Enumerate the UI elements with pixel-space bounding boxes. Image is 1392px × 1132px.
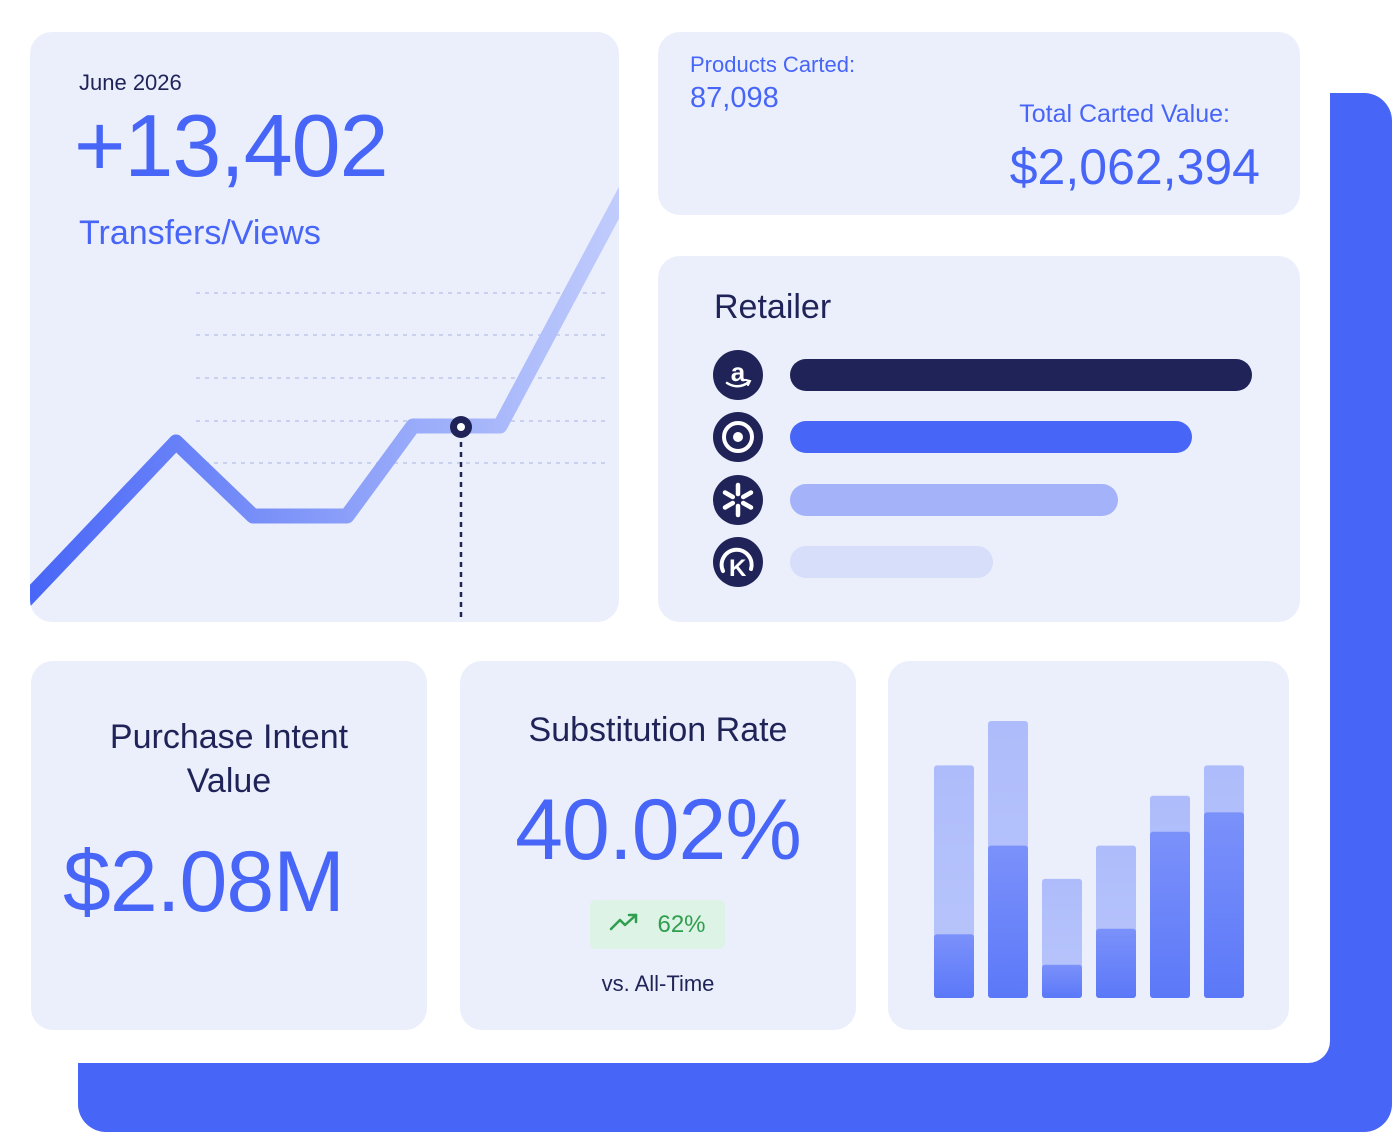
svg-text:K: K [729,555,747,582]
stacked-bar[interactable] [934,765,974,998]
svg-text:a: a [731,357,746,387]
transfers-line-chart [30,186,619,622]
transfers-card: June 2026 +13,402 Transfers/Views [30,32,619,622]
retailer-title: Retailer [714,288,832,326]
stacked-bar-card [888,661,1289,1030]
stacked-bar[interactable] [1096,845,1136,998]
kroger-icon: K [713,537,763,587]
trend-marker-dot [457,423,465,431]
stacked-bar[interactable] [1204,765,1244,998]
change-badge: 62% [590,900,725,949]
bar-segment-lower [1150,831,1190,998]
dashboard-frame: June 2026 +13,402 Transfers/Views Produc… [30,32,1300,1030]
substitution-card: Substitution Rate 40.02% 62% vs. All-Tim… [460,661,856,1030]
period-label: June 2026 [79,70,182,95]
total-carted-label: Total Carted Value: [1019,100,1230,128]
trending-up-icon [609,912,639,937]
bar-segment-lower [1096,928,1136,998]
retailer-row-amazon[interactable]: a [713,350,1273,402]
bar-segment-lower [1042,964,1082,998]
carted-card: Products Carted: 87,098 Total Carted Val… [658,32,1300,215]
retailer-row-walmart[interactable] [713,475,1273,527]
retailer-bar [790,546,993,578]
bar-segment-lower [934,934,974,998]
products-carted-label: Products Carted: [690,52,856,77]
trend-line [30,186,619,607]
retailer-row-target[interactable] [713,412,1273,464]
transfers-value: +13,402 [74,96,389,195]
retailer-bar [790,421,1192,453]
total-carted-value: $2,062,394 [1009,139,1260,195]
purchase-intent-value: $2.08M [63,834,345,930]
stacked-bar[interactable] [1150,795,1190,998]
transfers-label: Transfers/Views [79,214,321,252]
stacked-bar-chart [934,721,1244,998]
purchase-intent-title: Purchase Intent Value [109,718,349,800]
walmart-spark-icon [713,475,763,525]
retailer-bar [790,484,1118,516]
retailer-bar [790,359,1252,391]
products-carted-value: 87,098 [690,82,779,114]
purchase-intent-card: Purchase Intent Value $2.08M [31,661,427,1030]
stacked-bar[interactable] [1042,878,1082,998]
bar-segment-lower [988,845,1028,998]
bar-segment-lower [1204,812,1244,998]
target-icon [713,412,763,462]
retailer-card: Retailer a [658,256,1300,622]
substitution-footnote: vs. All-Time [601,971,715,996]
retailer-row-kroger[interactable]: K [713,537,1273,589]
amazon-icon: a [713,350,763,400]
change-value: 62% [657,910,706,938]
stacked-bar[interactable] [988,721,1028,998]
substitution-title: Substitution Rate [528,711,788,749]
substitution-value: 40.02% [515,782,802,878]
